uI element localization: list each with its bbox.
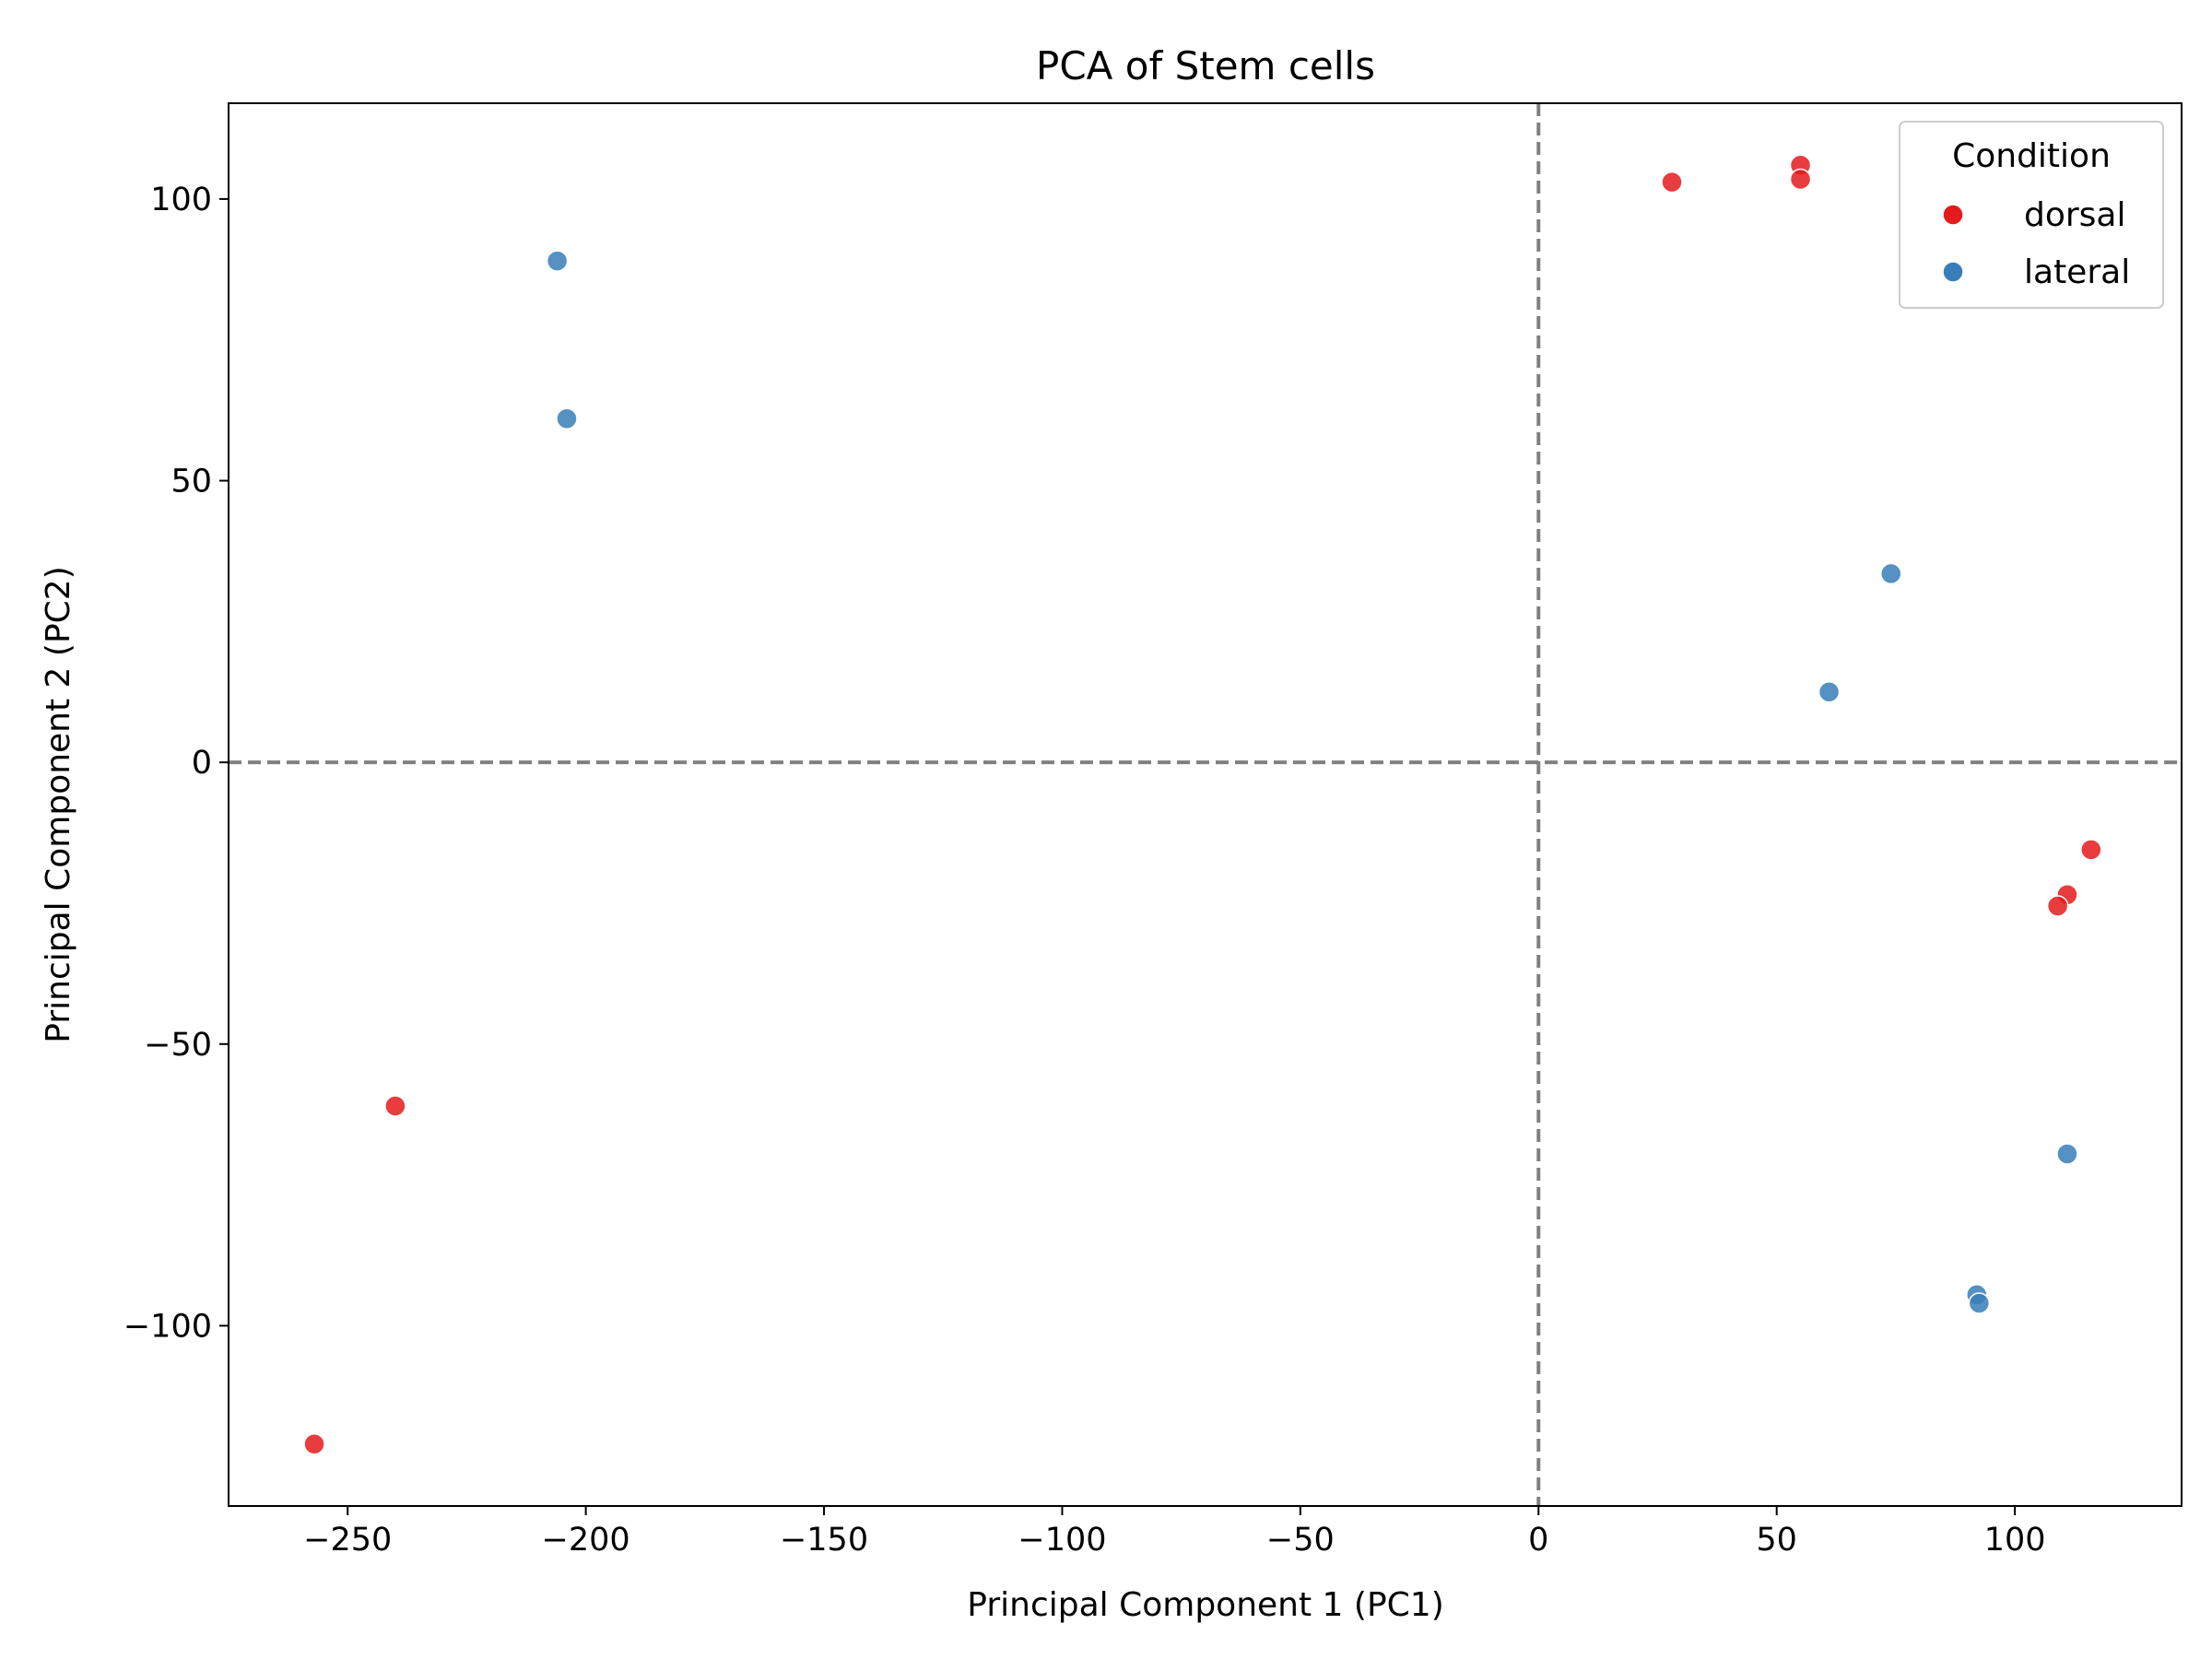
legend-box	[1899, 121, 2164, 309]
data-point-dorsal-7	[303, 1433, 325, 1455]
legend-title: Condition	[1952, 137, 2111, 175]
x-axis-ticks: −250 −200 −150 −100 −50 0 50 100	[303, 1506, 2046, 1559]
legend-marker-dorsal	[1942, 204, 1964, 226]
chart-title: PCA of Stem cells	[1036, 43, 1375, 88]
data-point-lateral-3	[1818, 681, 1841, 703]
data-point-lateral-6	[1968, 1292, 1991, 1314]
x-tick-label: −150	[780, 1522, 868, 1559]
legend: Condition dorsal lateral	[1899, 121, 2164, 309]
x-axis-label: Principal Component 1 (PC1)	[967, 1586, 1443, 1624]
y-axis-ticks: −100 −50 0 50 100	[124, 182, 229, 1345]
y-tick-label: −100	[124, 1308, 212, 1345]
data-point-lateral-1	[556, 407, 578, 430]
y-axis-label: Principal Component 2 (PC2)	[40, 566, 77, 1042]
data-point-dorsal-6	[384, 1095, 406, 1117]
x-tick-label: 100	[1984, 1522, 2046, 1559]
y-tick-label: 0	[192, 745, 212, 782]
data-point-lateral-2	[1879, 562, 1902, 585]
x-tick-label: −50	[1266, 1522, 1335, 1559]
data-point-dorsal-0	[1661, 171, 1683, 194]
y-tick-label: 100	[150, 182, 212, 218]
data-point-dorsal-3	[2080, 839, 2102, 861]
y-tick-label: −50	[144, 1027, 212, 1064]
x-tick-label: −200	[542, 1522, 630, 1559]
legend-marker-lateral	[1942, 261, 1964, 283]
legend-label-dorsal: dorsal	[2024, 196, 2126, 234]
data-point-dorsal-5	[2046, 895, 2069, 917]
data-point-dorsal-2	[1789, 168, 1812, 191]
x-tick-label: 0	[1528, 1522, 1548, 1559]
plot-frame	[228, 102, 2183, 1507]
x-tick-label: −100	[1018, 1522, 1106, 1559]
legend-label-lateral: lateral	[2024, 253, 2130, 291]
x-tick-label: 50	[1756, 1522, 1797, 1559]
reference-lines	[229, 103, 2182, 1506]
data-point-lateral-0	[546, 250, 569, 272]
data-point-lateral-4	[2056, 1143, 2078, 1165]
x-tick-label: −250	[303, 1522, 392, 1559]
y-tick-label: 50	[171, 464, 212, 500]
data-points	[303, 154, 2102, 1455]
